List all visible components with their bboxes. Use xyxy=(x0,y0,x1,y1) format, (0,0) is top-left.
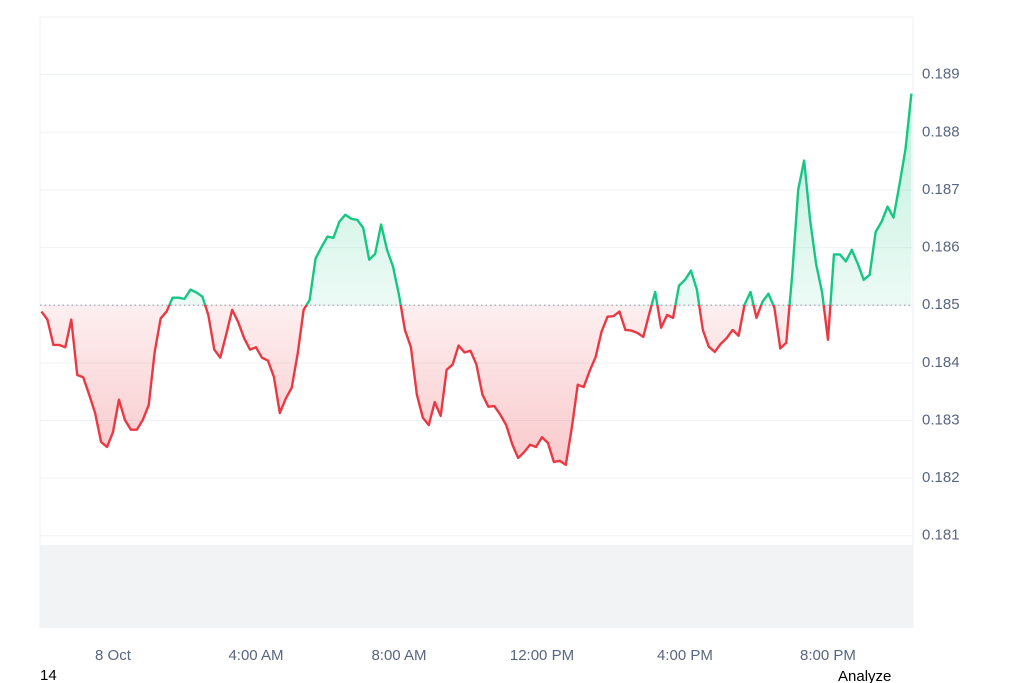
x-tick-label: 8 Oct xyxy=(95,647,132,664)
x-tick-label: 12:00 PM xyxy=(510,647,574,664)
y-tick-label: 0.182 xyxy=(922,469,960,486)
price-area xyxy=(41,93,912,465)
footer-left: 14 xyxy=(40,667,57,683)
x-tick-label: 8:00 PM xyxy=(800,647,856,664)
price-line xyxy=(40,93,913,467)
y-tick-label: 0.181 xyxy=(922,527,960,544)
y-tick-label: 0.185 xyxy=(922,296,960,313)
y-tick-label: 0.188 xyxy=(922,123,960,140)
x-tick-label: 8:00 AM xyxy=(371,647,426,664)
y-tick-label: 0.186 xyxy=(922,239,960,256)
y-tick-label: 0.189 xyxy=(922,66,960,83)
x-tick-label: 4:00 PM xyxy=(657,647,713,664)
volume-area xyxy=(40,545,913,628)
y-tick-label: 0.187 xyxy=(922,181,960,198)
footer-right[interactable]: Analyze xyxy=(838,668,891,683)
x-tick-label: 4:00 AM xyxy=(228,647,283,664)
y-tick-label: 0.183 xyxy=(922,411,960,428)
y-tick-label: 0.184 xyxy=(922,354,960,371)
